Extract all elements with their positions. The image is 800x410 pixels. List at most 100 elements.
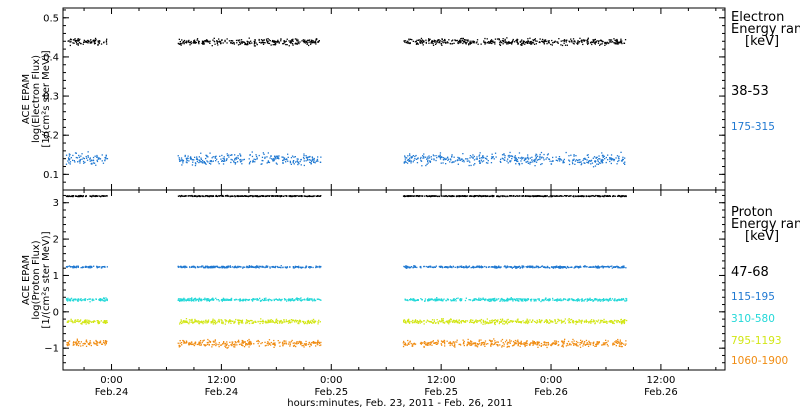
data-point bbox=[196, 156, 198, 158]
data-point bbox=[98, 299, 100, 301]
data-point bbox=[617, 43, 619, 45]
data-point bbox=[613, 42, 615, 44]
data-point bbox=[208, 162, 211, 164]
data-point bbox=[470, 195, 472, 197]
data-point bbox=[435, 300, 438, 302]
data-point bbox=[185, 320, 187, 322]
data-point bbox=[231, 195, 233, 197]
data-point bbox=[256, 43, 258, 46]
data-point bbox=[541, 156, 543, 158]
data-point bbox=[308, 156, 310, 158]
data-point bbox=[615, 41, 617, 43]
data-point bbox=[537, 195, 540, 197]
data-point bbox=[562, 267, 564, 269]
data-point bbox=[455, 40, 457, 42]
data-point bbox=[458, 322, 460, 324]
data-point bbox=[226, 154, 229, 157]
data-point bbox=[196, 160, 198, 163]
data-point bbox=[272, 195, 274, 197]
data-point bbox=[284, 195, 286, 197]
data-point bbox=[534, 266, 536, 269]
data-point bbox=[312, 41, 314, 43]
data-point bbox=[190, 299, 193, 301]
data-point bbox=[245, 321, 247, 323]
data-point bbox=[106, 321, 108, 324]
data-point bbox=[565, 151, 567, 154]
data-point bbox=[66, 300, 69, 302]
data-point bbox=[313, 42, 315, 44]
data-point bbox=[428, 155, 430, 157]
data-point bbox=[408, 160, 410, 162]
data-point bbox=[319, 266, 321, 269]
data-point bbox=[509, 155, 511, 157]
data-point bbox=[548, 300, 550, 302]
data-point bbox=[547, 41, 550, 43]
data-point bbox=[595, 156, 597, 159]
data-point bbox=[292, 40, 294, 42]
data-point bbox=[435, 159, 437, 162]
data-point bbox=[466, 39, 468, 41]
data-point bbox=[254, 298, 256, 300]
data-point bbox=[106, 299, 108, 302]
data-point bbox=[294, 43, 296, 45]
data-point bbox=[536, 195, 539, 197]
data-point bbox=[577, 299, 580, 301]
data-point bbox=[584, 39, 586, 41]
data-point bbox=[96, 156, 99, 158]
data-point bbox=[241, 195, 243, 197]
data-point bbox=[98, 321, 100, 323]
data-point bbox=[247, 195, 249, 197]
data-point bbox=[593, 298, 596, 300]
data-point bbox=[475, 158, 477, 160]
data-point bbox=[190, 156, 192, 158]
data-point bbox=[240, 160, 243, 162]
data-point bbox=[433, 266, 435, 268]
data-point bbox=[206, 156, 208, 158]
data-point bbox=[497, 319, 499, 321]
data-point bbox=[223, 158, 225, 160]
data-point bbox=[241, 42, 243, 44]
data-point bbox=[483, 298, 486, 301]
data-point bbox=[504, 38, 506, 41]
data-point bbox=[604, 299, 606, 301]
data-point bbox=[281, 156, 283, 158]
data-point bbox=[577, 266, 580, 268]
data-point bbox=[499, 42, 501, 44]
data-point bbox=[295, 319, 297, 321]
data-point bbox=[424, 300, 426, 302]
data-point bbox=[504, 157, 506, 159]
data-point bbox=[576, 266, 578, 268]
data-point bbox=[625, 298, 627, 300]
data-point bbox=[209, 42, 211, 44]
data-point bbox=[419, 158, 422, 160]
data-point bbox=[471, 195, 473, 197]
data-point bbox=[624, 161, 626, 163]
data-point bbox=[590, 266, 592, 268]
data-point bbox=[534, 155, 537, 157]
data-point bbox=[272, 160, 274, 162]
data-point bbox=[272, 44, 274, 46]
data-point bbox=[200, 266, 202, 268]
data-point bbox=[433, 195, 435, 197]
data-point bbox=[98, 195, 100, 197]
data-point bbox=[455, 195, 458, 197]
data-point bbox=[196, 321, 198, 323]
data-point bbox=[441, 39, 443, 41]
data-point bbox=[259, 320, 261, 323]
data-point bbox=[530, 43, 532, 45]
data-point bbox=[80, 267, 82, 269]
data-point bbox=[215, 297, 217, 299]
data-point bbox=[480, 43, 482, 45]
data-point bbox=[304, 40, 306, 42]
data-point bbox=[79, 160, 81, 162]
data-point bbox=[491, 321, 494, 323]
data-point bbox=[247, 41, 249, 43]
data-point bbox=[78, 321, 80, 323]
data-point bbox=[248, 265, 250, 267]
data-point bbox=[410, 160, 412, 162]
data-point bbox=[420, 37, 423, 40]
data-point bbox=[588, 322, 590, 324]
data-point bbox=[222, 299, 224, 301]
data-point bbox=[306, 42, 309, 44]
data-point bbox=[310, 40, 313, 43]
